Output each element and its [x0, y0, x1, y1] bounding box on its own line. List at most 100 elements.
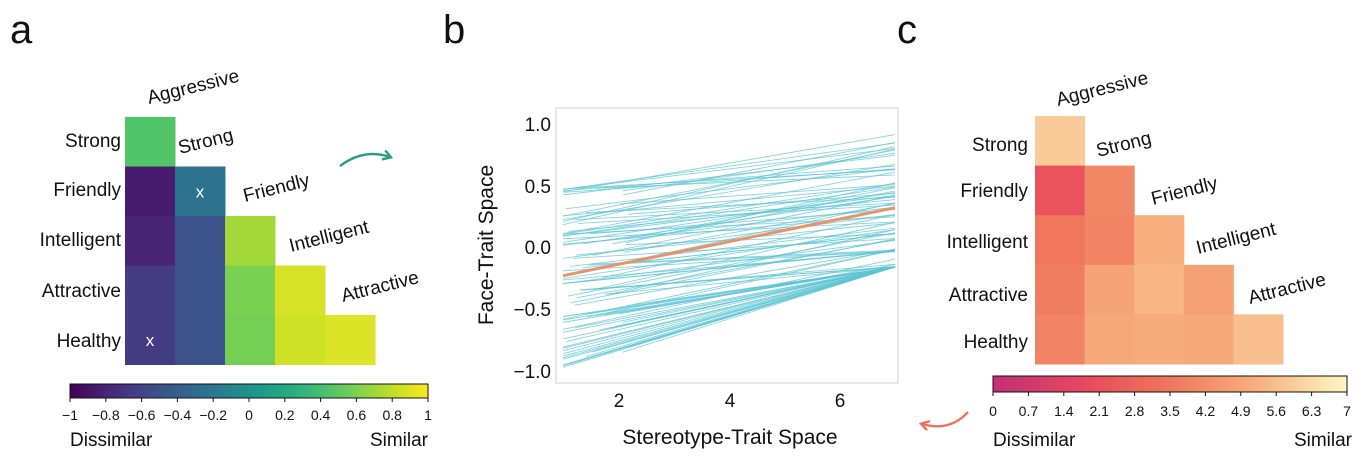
panel-b-fit-line — [562, 206, 896, 278]
panel-a-colorbar-ticklabel-3: −0.4 — [164, 407, 192, 423]
panel-b-subject-line — [562, 266, 896, 366]
panel-c-colorbar-ticklabel-5: 3.5 — [1160, 403, 1180, 419]
panel-a-col-strong: Strong — [176, 125, 235, 159]
panel-b-subject-line — [562, 250, 896, 285]
panel-b-subject-line — [565, 239, 896, 284]
panel-c-col-friendly: Friendly — [1149, 173, 1220, 210]
panel-b-subject-line — [562, 229, 896, 279]
panel-c-cell-r3-c0 — [1035, 264, 1086, 315]
panel-c-row-intelligent: Intelligent — [947, 232, 1029, 253]
panel-c-col-aggressive: Aggressive — [1054, 68, 1150, 111]
panel-c-cell-r4-c1 — [1084, 314, 1135, 365]
panel-a-col-intelligent: Intelligent — [287, 217, 372, 257]
panel-b-subject-lines — [562, 134, 896, 368]
panel-a-colorbar-ticklabel-7: 0.4 — [311, 407, 331, 423]
panel-c-cell-r0-c0 — [1035, 116, 1086, 167]
panel-a-marker-r4-c0: x — [146, 331, 155, 350]
panel-c-row-friendly: Friendly — [960, 181, 1028, 202]
panel-b-subject-line — [623, 142, 896, 196]
panel-a-cell-r4-c0 — [125, 315, 176, 365]
panel-a-colorbar-ticklabel-6: 0.2 — [275, 407, 295, 423]
panel-c-row-strong: Strong — [972, 135, 1028, 156]
panel-a-colorbar: −1 −0.8 −0.6 −0.4 −0.2 0 0.2 0.4 0.6 0.8 1 Dissimi… — [62, 383, 432, 451]
panel-b-subject-line — [562, 165, 896, 191]
panel-c-cell-r1-c1 — [1084, 165, 1135, 216]
panel-a-row-attractive: Attractive — [42, 281, 121, 302]
panel-a-cell-r2-c0 — [125, 216, 176, 266]
panel-c-colorbar-ticklabel-8: 5.6 — [1266, 403, 1286, 419]
panel-a-arrow — [339, 154, 390, 167]
panel-a-cell-r4-c3 — [275, 315, 326, 365]
panel-a-row-healthy: Healthy — [57, 331, 122, 352]
panel-b-subject-line — [590, 209, 896, 235]
panel-b-plot: 1.0 0.5 0.0 −0.5 −1.0 2 4 6 Stereotype-T… — [475, 107, 899, 449]
panel-b-subject-line — [562, 163, 896, 220]
panel-a-colorbar-ticklabel-10: 1 — [424, 407, 432, 423]
panel-c-colorbar-ticklabel-1: 0.7 — [1019, 403, 1039, 419]
panel-b-subject-line — [588, 250, 896, 266]
panel-a-colorbar-ticklabel-1: −0.8 — [92, 407, 120, 423]
panel-b-subject-line — [570, 227, 896, 267]
panel-b-subject-line — [562, 221, 896, 240]
panel-b-subject-line — [608, 229, 896, 295]
panel-a-cell-r4-c4 — [325, 315, 376, 365]
panel-c-colorbar-ticklabel-10: 7 — [1343, 403, 1351, 419]
panel-c-cell-r3-c1 — [1084, 264, 1135, 315]
panel-c-cell-r4-c3 — [1183, 314, 1234, 365]
panel-b-subject-line — [625, 233, 896, 246]
panel-c-col-strong: Strong — [1094, 128, 1153, 162]
panel-a-cell-r3-c2 — [225, 265, 276, 316]
panel-c-colorbar-ticklabel-2: 1.4 — [1054, 403, 1074, 419]
panel-b-subject-line — [624, 203, 896, 253]
panel-c-colorbar-ticklabel-3: 2.1 — [1089, 403, 1109, 419]
panel-b-xlabel: Stereotype-Trait Space — [622, 426, 837, 449]
panel-b-subject-line — [622, 152, 896, 192]
panel-c-letter: c — [897, 8, 917, 52]
panel-b-subject-line — [584, 266, 896, 315]
panel-c-colorbar-ticklabel-9: 6.3 — [1302, 403, 1322, 419]
panel-b-ytick-1.0: 1.0 — [525, 115, 551, 136]
panel-b-subject-line — [592, 266, 896, 353]
panel-b-subject-line — [574, 202, 896, 220]
panel-b-subject-line — [574, 248, 896, 306]
panel-b-subject-line — [565, 266, 896, 342]
panel-a-colorbar-ticklabel-9: 0.8 — [382, 407, 402, 423]
panel-a-colorbar-ticklabel-5: 0 — [245, 407, 253, 423]
panel-c-colorbar-gradient — [992, 375, 1348, 393]
panel-b-subject-line — [563, 168, 896, 193]
panel-c-cell-r2-c0 — [1035, 215, 1086, 266]
panel-b-subject-line — [562, 134, 896, 193]
panel-a-colorbar-ticklabel-2: −0.6 — [128, 407, 156, 423]
panel-b-subject-line — [562, 250, 896, 272]
panel-a-colorbar-low-label: Dissimilar — [70, 430, 153, 451]
panel-b-ytick-neg0.5: −0.5 — [513, 300, 551, 321]
panel-b-subject-line — [572, 238, 896, 259]
panel-a-col-friendly: Friendly — [241, 170, 312, 207]
panel-b-subject-line — [592, 221, 896, 291]
panel-b-subject-line — [562, 146, 896, 222]
panel-c-colorbar: 0 0.7 1.4 2.1 2.8 3.5 4.2 4.9 5.6 6.3 7 Dissimilar… — [989, 375, 1353, 451]
panel-b-fit-line-group — [562, 206, 896, 278]
panel-a-cell-r1-c1 — [175, 166, 226, 217]
panel-c-cell-r4-c4 — [1233, 314, 1284, 365]
panel-c-cell-r4-c0 — [1035, 314, 1086, 365]
panel-b-subject-line — [562, 192, 896, 243]
panel-b-subject-line — [562, 171, 896, 235]
panel-a-cell-r2-c1 — [175, 216, 226, 266]
panel-a-marker-r1-c1: x — [196, 182, 205, 201]
panel-c-heatmap — [1035, 116, 1284, 365]
panel-b-xtick-4: 4 — [725, 391, 736, 412]
panel-a-colorbar-ticklabel-0: −1 — [62, 407, 78, 423]
panel-b-xtick-2: 2 — [614, 391, 625, 412]
panel-a-cell-r1-c0 — [125, 166, 176, 217]
panel-b-subject-line — [622, 266, 896, 353]
panel-b-xticks: 2 4 6 — [614, 391, 846, 412]
panel-b-subject-line — [575, 148, 896, 189]
panel-c-colorbar-ticklabel-4: 2.8 — [1125, 403, 1145, 419]
panel-b-subject-line — [563, 185, 896, 217]
panel-c-row-labels: Strong Friendly Intelligent Attractive H… — [947, 135, 1029, 353]
panel-c-colorbar-low-label: Dissimilar — [993, 430, 1076, 451]
panel-a-colorbar-ticklabel-8: 0.6 — [347, 407, 367, 423]
panel-b-subject-line — [596, 174, 896, 189]
